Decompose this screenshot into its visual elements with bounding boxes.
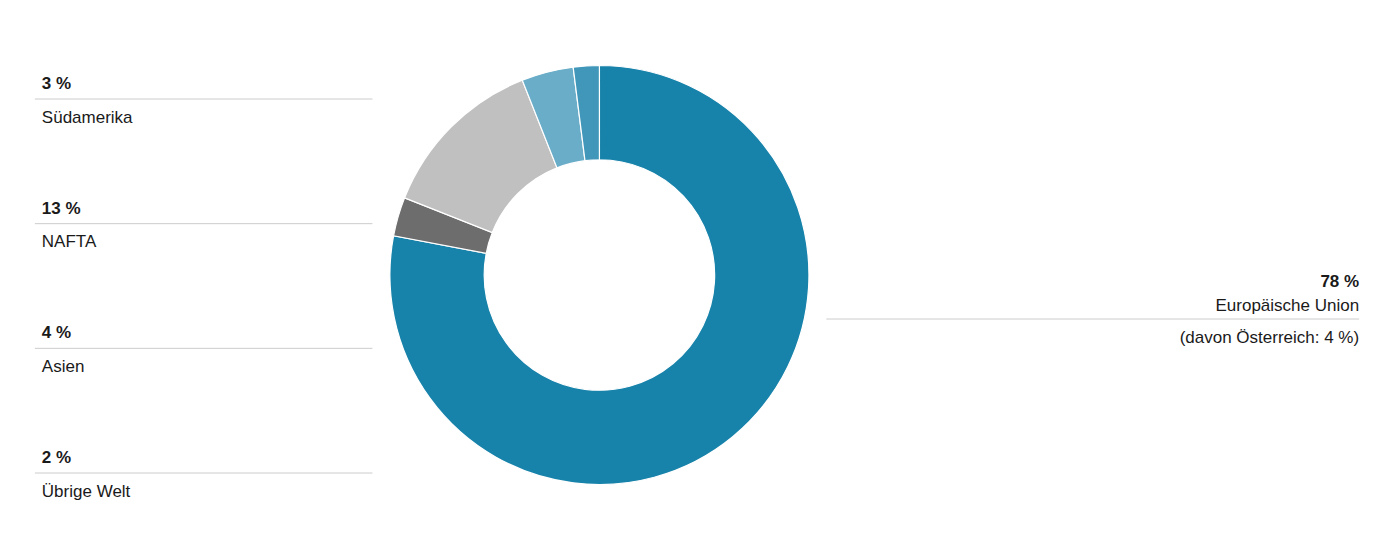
leader-line: [35, 99, 373, 100]
value-label: 2 %: [42, 448, 71, 467]
leader-line: [35, 473, 373, 474]
value-label: 78 %: [1320, 272, 1359, 291]
value-label: 4 %: [42, 323, 71, 342]
chart: 3 % Südamerika 13 % NAFTA 4 % Asien 2 % Übrige …: [0, 0, 1394, 550]
category-label: Asien: [42, 357, 85, 376]
slice: [390, 65, 809, 484]
value-label: 3 %: [42, 74, 71, 93]
category-label: NAFTA: [42, 232, 97, 251]
value-label: 13 %: [42, 199, 81, 218]
category-label: Europäische Union: [1215, 296, 1359, 315]
slice: [573, 65, 599, 160]
category-label: Übrige Welt: [42, 482, 131, 501]
leader-line: [826, 319, 1359, 320]
leader-line: [35, 348, 373, 349]
labels: 3 % Südamerika 13 % NAFTA 4 % Asien 2 % Übrige …: [35, 74, 1359, 501]
leader-line: [35, 223, 373, 224]
annotation: (davon Österreich: 4 %): [1180, 328, 1360, 347]
category-label: Südamerika: [42, 108, 133, 127]
donut: [390, 65, 809, 484]
